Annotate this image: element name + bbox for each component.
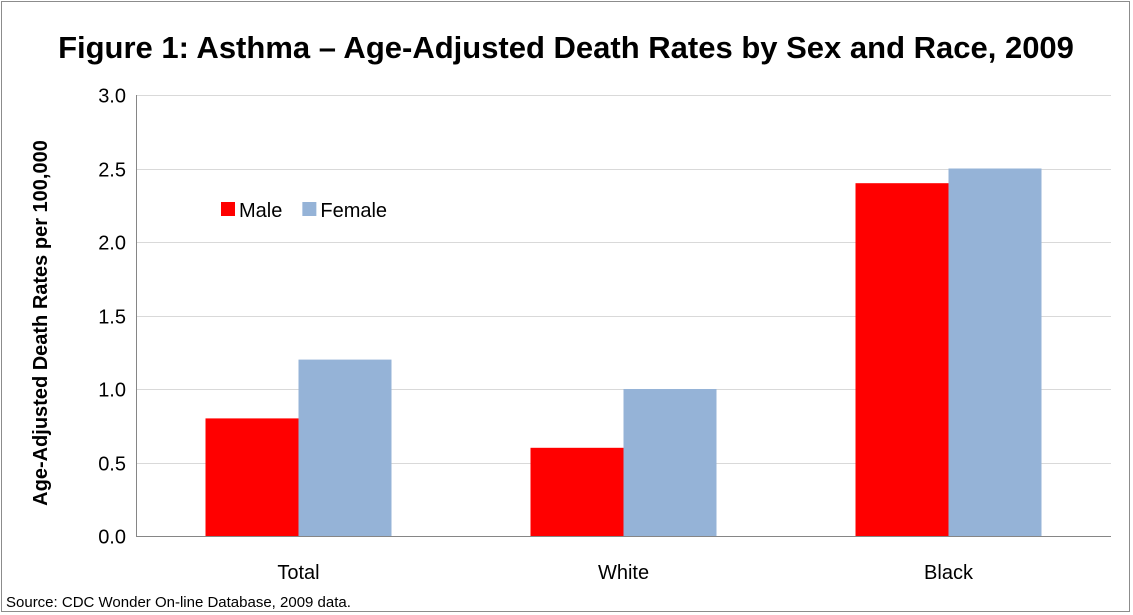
- y-tick-label: 1.0: [98, 380, 126, 402]
- bar-male-total: [205, 418, 299, 536]
- y-tick-label: 3.0: [98, 86, 126, 108]
- bar-female-white: [623, 389, 717, 536]
- bar-female-black: [948, 168, 1042, 536]
- bar-male-black: [855, 183, 949, 536]
- y-tick-label: 2.0: [98, 233, 126, 255]
- legend-swatch-female: [302, 202, 317, 216]
- y-tick-label: 2.5: [98, 160, 126, 182]
- y-tick-label: 0.5: [98, 454, 126, 476]
- bars: [205, 168, 1042, 536]
- x-tick-label: White: [598, 562, 649, 584]
- legend-swatch-male: [221, 202, 235, 216]
- axes: [136, 95, 1111, 537]
- bar-female-total: [298, 359, 392, 536]
- y-tick-label: 0.0: [98, 527, 126, 549]
- x-tick-label: Black: [924, 562, 974, 584]
- y-tick-label: 1.5: [98, 307, 126, 329]
- legend: Male Female: [221, 200, 387, 222]
- source-note: Source: CDC Wonder On-line Database, 200…: [6, 594, 351, 611]
- y-tick-labels: 0.0 0.5 1.0 1.5 2.0 2.5 3.0: [98, 86, 126, 549]
- bar-male-white: [530, 447, 624, 536]
- chart-title: Figure 1: Asthma – Age-Adjusted Death Ra…: [58, 30, 1074, 65]
- legend-label-female: Female: [320, 200, 387, 222]
- x-tick-labels: Total White Black: [277, 562, 974, 584]
- x-tick-label: Total: [277, 562, 319, 584]
- legend-label-male: Male: [239, 200, 282, 222]
- y-axis-title: Age-Adjusted Death Rates per 100,000: [30, 140, 52, 506]
